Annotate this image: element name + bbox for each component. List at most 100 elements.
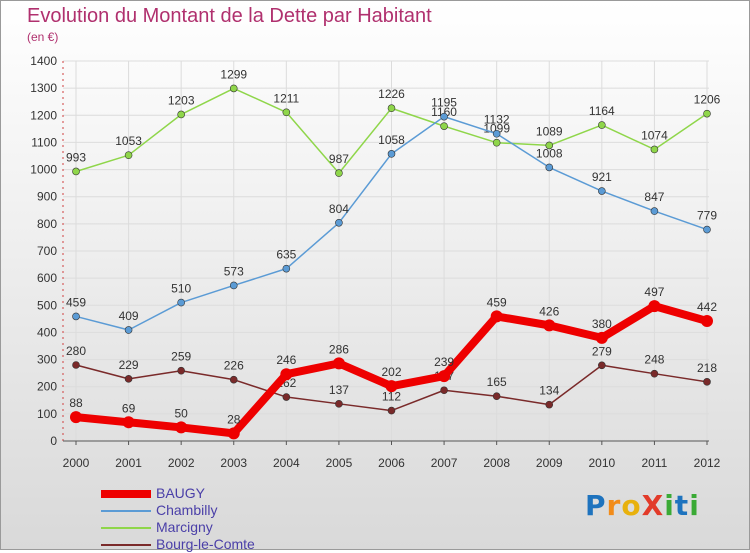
data-point (648, 300, 661, 313)
data-label: 165 (487, 375, 507, 389)
data-point (492, 138, 501, 147)
x-tick-label: 2002 (168, 456, 195, 470)
data-label: 1203 (168, 93, 195, 107)
data-label: 137 (329, 383, 349, 397)
y-tick-label: 500 (37, 298, 57, 312)
y-tick-label: 1200 (30, 108, 57, 122)
x-tick-label: 2001 (115, 456, 142, 470)
data-label: 459 (487, 295, 507, 309)
data-label: 779 (697, 209, 717, 223)
x-tick-label: 2010 (588, 456, 615, 470)
x-tick-label: 2012 (694, 456, 721, 470)
data-point (650, 207, 659, 215)
data-point (124, 326, 133, 334)
data-label: 409 (119, 309, 139, 323)
data-label: 259 (171, 350, 191, 364)
data-label: 459 (66, 295, 86, 309)
proxiti-logo: ProXiti (585, 489, 700, 522)
data-label: 1053 (115, 134, 142, 148)
data-point (387, 104, 396, 113)
data-label: 88 (69, 396, 83, 410)
data-label: 286 (329, 342, 349, 356)
x-tick-label: 2011 (642, 456, 668, 470)
x-tick-label: 2007 (431, 456, 458, 470)
data-point (335, 169, 343, 177)
x-tick-label: 2006 (378, 456, 405, 470)
legend-label: BAUGY (156, 485, 206, 501)
data-point (650, 369, 659, 378)
data-label: 1008 (536, 146, 563, 160)
data-point (440, 386, 448, 395)
data-label: 202 (381, 365, 401, 379)
chart-subtitle: (en €) (27, 30, 59, 44)
data-label: 246 (276, 353, 296, 367)
data-point (335, 400, 343, 408)
legend-swatch (101, 510, 151, 512)
legend-label: Chambilly (156, 502, 218, 518)
y-tick-label: 700 (37, 244, 57, 258)
data-label: 1195 (431, 96, 457, 110)
data-point (385, 380, 398, 393)
y-tick-label: 1100 (31, 135, 57, 149)
data-point (703, 378, 711, 386)
x-tick-label: 2003 (220, 456, 247, 470)
legend-swatch (101, 527, 151, 529)
y-tick-label: 0 (50, 434, 57, 448)
logo-letter: i (664, 489, 675, 522)
data-point (72, 312, 80, 321)
x-tick-label: 2008 (483, 456, 510, 470)
data-point (72, 167, 80, 176)
x-tick-label: 2005 (326, 456, 353, 470)
data-label: 1206 (694, 93, 721, 107)
y-tick-label: 400 (37, 325, 57, 339)
data-label: 1160 (431, 105, 457, 119)
y-tick-label: 800 (37, 217, 57, 231)
data-label: 573 (224, 264, 244, 278)
y-tick-label: 1300 (30, 81, 57, 95)
data-label: 993 (66, 150, 86, 164)
data-point (122, 416, 135, 429)
data-point (177, 298, 185, 307)
data-label: 510 (171, 282, 191, 296)
data-label: 804 (329, 202, 349, 216)
data-point (440, 122, 448, 130)
data-point (703, 109, 711, 118)
data-label: 847 (644, 190, 664, 204)
data-point (438, 370, 451, 383)
data-label: 226 (224, 359, 244, 373)
legend-label: Marcigny (156, 519, 213, 535)
data-point (335, 218, 343, 227)
data-label: 987 (329, 152, 349, 166)
data-point (124, 151, 133, 159)
data-point (124, 375, 133, 383)
data-point (545, 400, 554, 409)
data-point (440, 112, 448, 121)
data-point (595, 331, 608, 344)
data-point (490, 310, 503, 323)
x-tick-label: 2004 (273, 456, 300, 470)
data-point (229, 281, 238, 290)
y-tick-label: 200 (37, 380, 57, 394)
data-label: 380 (592, 317, 612, 331)
data-point (545, 163, 554, 172)
data-point (72, 361, 80, 369)
y-tick-label: 1400 (30, 54, 57, 68)
data-label: 134 (539, 384, 559, 398)
logo-letter: o (621, 489, 642, 522)
x-tick-label: 2000 (63, 456, 90, 470)
data-point (177, 110, 185, 119)
data-label: 50 (174, 406, 188, 420)
data-label: 248 (644, 353, 664, 367)
data-label: 1132 (484, 113, 510, 127)
logo-letter: r (606, 489, 622, 522)
data-label: 69 (122, 401, 136, 415)
data-point (227, 427, 240, 440)
data-point (598, 187, 606, 195)
data-label: 28 (227, 412, 241, 426)
data-label: 635 (276, 248, 296, 262)
y-tick-label: 300 (37, 353, 57, 367)
data-label: 218 (697, 361, 717, 375)
legend-swatch (101, 544, 151, 546)
